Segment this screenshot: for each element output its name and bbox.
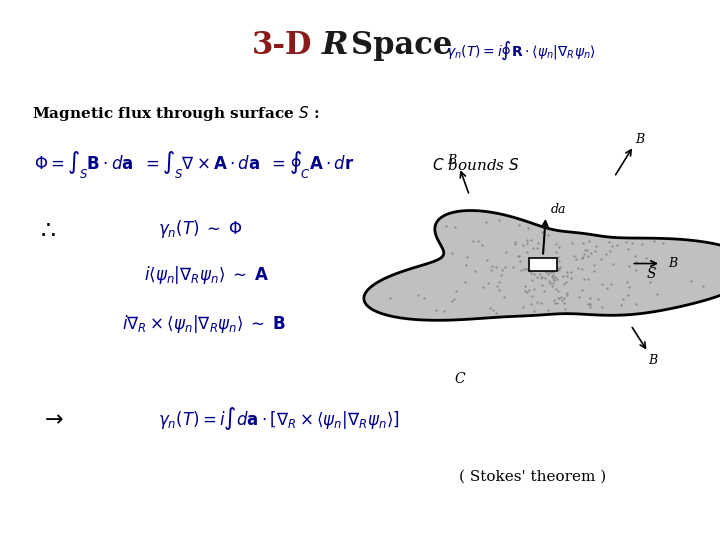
Text: S: S	[647, 267, 656, 281]
Text: $\gamma_n(T) = i \int d\mathbf{a} \cdot \left[ \nabla_R \times \langle \psi_n | : $\gamma_n(T) = i \int d\mathbf{a} \cdot …	[158, 405, 400, 432]
Text: C: C	[454, 372, 464, 386]
Text: B: B	[668, 257, 678, 270]
Polygon shape	[364, 211, 720, 320]
Text: da: da	[551, 203, 567, 216]
Text: $\gamma_n(T)=i \oint \mathbf{R} \cdot \langle \psi_n | \nabla_R \psi_n \rangle$: $\gamma_n(T)=i \oint \mathbf{R} \cdot \l…	[446, 40, 596, 63]
Text: $\therefore$: $\therefore$	[36, 218, 56, 241]
Text: Space: Space	[351, 30, 452, 62]
Text: B: B	[448, 154, 456, 167]
FancyBboxPatch shape	[529, 258, 557, 271]
Text: $C$ bounds $S$: $C$ bounds $S$	[432, 157, 520, 173]
Text: 3-D: 3-D	[252, 30, 312, 62]
Text: Magnetic flux through surface $S$ :: Magnetic flux through surface $S$ :	[32, 104, 320, 123]
Text: R: R	[322, 30, 348, 62]
Text: B: B	[648, 354, 657, 367]
Text: $\rightarrow$: $\rightarrow$	[40, 408, 63, 429]
Text: ( Stokes' theorem ): ( Stokes' theorem )	[459, 469, 606, 483]
Text: $i \nabla_R \times \langle \psi_n | \nabla_R \psi_n \rangle \; \sim \; \mathbf{B: $i \nabla_R \times \langle \psi_n | \nab…	[122, 313, 287, 335]
Text: $\gamma_n(T) \; \sim \; \Phi$: $\gamma_n(T) \; \sim \; \Phi$	[158, 219, 243, 240]
Text: $i \langle \psi_n | \nabla_R \psi_n \rangle \; \sim \; \mathbf{A}$: $i \langle \psi_n | \nabla_R \psi_n \ran…	[144, 265, 269, 286]
Text: $\Phi = \int_S \mathbf{B} \cdot d\mathbf{a} \;\; = \int_S \nabla \times \mathbf{: $\Phi = \int_S \mathbf{B} \cdot d\mathbf…	[34, 149, 355, 180]
Text: B: B	[636, 133, 644, 146]
